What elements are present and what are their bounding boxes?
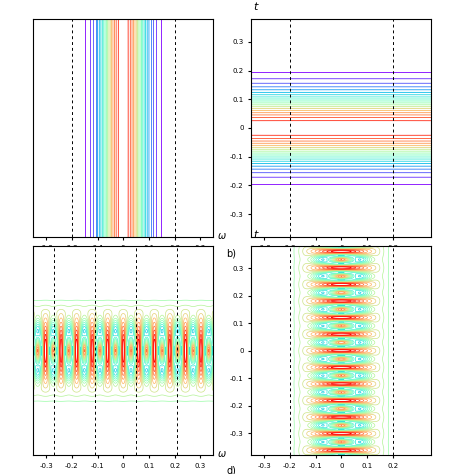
Text: $\omega$: $\omega$ xyxy=(217,449,227,459)
Text: $t$: $t$ xyxy=(253,0,260,12)
Text: b): b) xyxy=(226,249,236,259)
Text: $t$: $t$ xyxy=(253,228,260,240)
Text: $\omega$: $\omega$ xyxy=(217,231,227,241)
Text: d): d) xyxy=(226,466,236,474)
